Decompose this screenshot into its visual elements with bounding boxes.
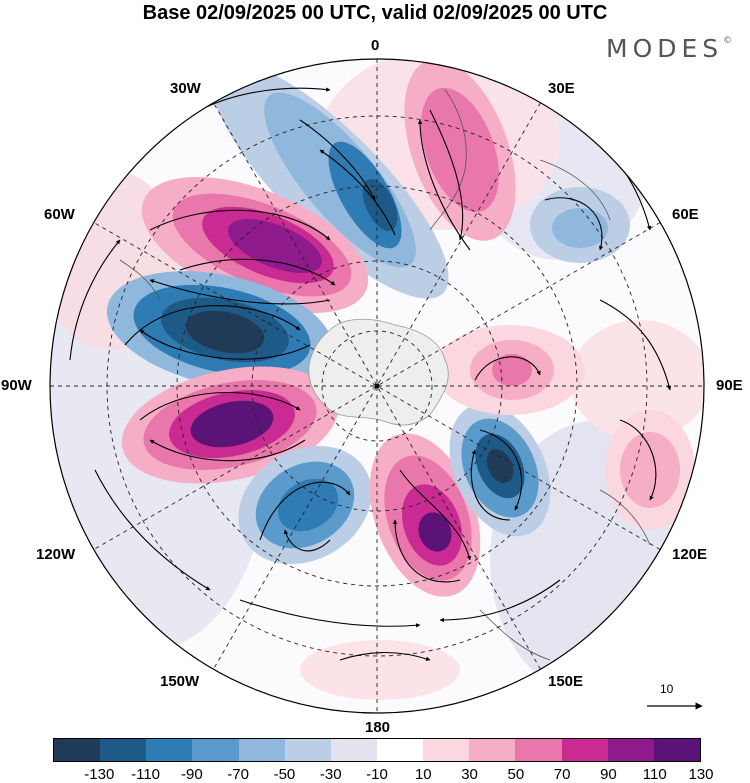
colorbar-swatch-13 — [653, 739, 700, 761]
anomaly-blob-90e-pink — [435, 325, 585, 415]
colorbar-tick-label: -130 — [84, 766, 115, 783]
colorbar-tick-label: -110 — [131, 766, 161, 783]
colorbar-tick-label: 90 — [600, 766, 617, 783]
coastlines — [119, 89, 651, 661]
colorbar-tick-label: 70 — [553, 766, 571, 783]
lon-label-0: 0 — [371, 37, 380, 54]
anomaly-blob-170e-purple — [369, 433, 481, 597]
south-pole-marker — [374, 383, 380, 389]
colorbar-tick-label: 130 — [688, 766, 714, 783]
colorbar-swatch-9 — [469, 739, 516, 761]
colorbar — [53, 738, 701, 762]
lon-label-60e: 60E — [672, 206, 699, 223]
colorbar-swatch-7 — [376, 739, 424, 761]
lon-label-30w: 30W — [170, 80, 201, 97]
colorbar-tick-label: -10 — [366, 766, 388, 783]
lon-label-60w: 60W — [44, 206, 75, 223]
antarctica-land — [308, 318, 449, 426]
anomaly-blob-140e-blue — [449, 403, 551, 537]
colorbar-tick-label: 110 — [642, 766, 667, 783]
map-disc — [50, 59, 704, 713]
anomaly-blob-north-blue — [211, 61, 449, 299]
lon-label-30e: 30E — [548, 80, 575, 97]
lon-label-90w: 90W — [1, 377, 32, 394]
lon-label-150w: 150W — [160, 673, 200, 690]
colorbar-swatch-2 — [146, 739, 193, 761]
anomaly-blob-60e-blue — [530, 187, 630, 263]
colorbar-swatch-0 — [54, 739, 101, 761]
colorbar-swatch-3 — [192, 739, 239, 761]
colorbar-tick-label: -30 — [319, 766, 342, 783]
lon-label-120w: 120W — [36, 546, 76, 563]
colorbar-swatch-10 — [515, 739, 562, 761]
anomaly-blob-northeast-pink — [404, 59, 516, 241]
colorbar-tick-label: -50 — [273, 766, 296, 783]
lon-label-150e: 150E — [548, 673, 584, 690]
colorbar-swatch-8 — [423, 739, 470, 761]
colorbar-tick-label: -90 — [181, 766, 203, 783]
colorbar-swatch-11 — [561, 739, 608, 761]
anomaly-blob-75w-darkblue — [106, 271, 334, 389]
map-boundary — [49, 58, 705, 714]
lon-label-90e: 90E — [716, 377, 743, 394]
colorbar-tick-label: 50 — [507, 766, 525, 783]
colorbar-swatch-12 — [607, 739, 654, 761]
modes-logo: MODES© — [606, 34, 733, 63]
streamlines — [69, 87, 672, 661]
map-title: Base 02/09/2025 00 UTC, valid 02/09/2025… — [142, 2, 608, 24]
reference-vector-label: 10 — [660, 682, 674, 696]
lon-label-120e: 120E — [672, 546, 708, 563]
colorbar-tick-label: -70 — [227, 766, 249, 783]
colorbar-tick-label: 30 — [461, 766, 478, 783]
graticule — [50, 59, 704, 713]
colorbar-swatch-1 — [100, 739, 147, 761]
colorbar-swatch-4 — [238, 739, 285, 761]
colorbar-swatch-6 — [330, 739, 377, 761]
colorbar-tick-label: 10 — [414, 766, 432, 783]
lon-label-180: 180 — [365, 719, 391, 736]
anomaly-blob-110e-pink — [605, 410, 695, 530]
colorbar-swatch-5 — [284, 739, 331, 761]
